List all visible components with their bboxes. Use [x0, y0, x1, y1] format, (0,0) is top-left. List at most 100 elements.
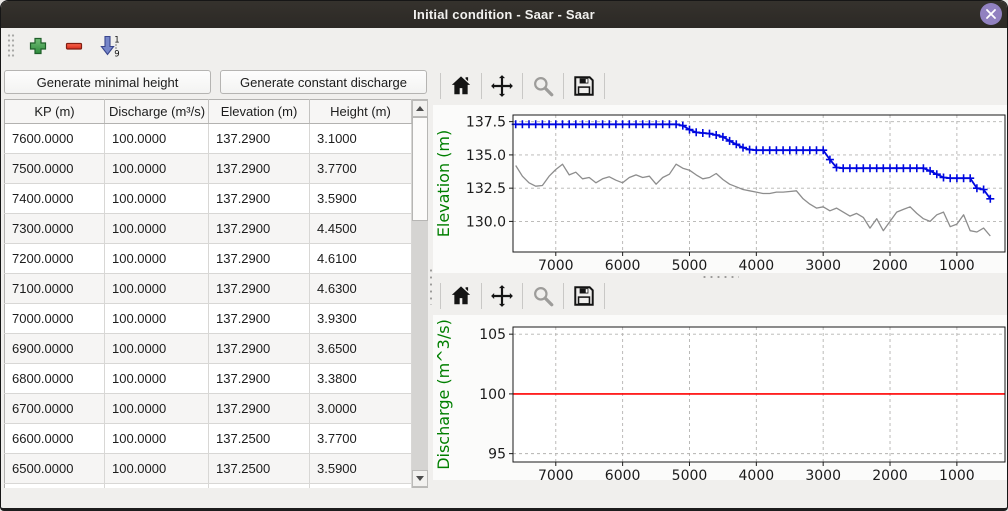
table-cell[interactable]: 137.2900: [208, 243, 310, 274]
scrollbar-thumb[interactable]: [412, 117, 428, 221]
table-cell[interactable]: 7300.0000: [4, 213, 105, 244]
table-cell[interactable]: 3.3800: [309, 363, 412, 394]
table-cell[interactable]: 7600.0000: [4, 123, 105, 154]
home-button[interactable]: [446, 71, 476, 101]
svg-text:Discharge (m^3/s): Discharge (m^3/s): [434, 319, 453, 470]
separator: [563, 283, 564, 309]
table-cell[interactable]: 100.0000: [104, 303, 209, 334]
table-cell[interactable]: 6500.0000: [4, 453, 105, 484]
table-row: 6800.0000 100.0000 137.2900 3.3800: [4, 363, 412, 394]
table-cell[interactable]: 3.5900: [309, 453, 412, 484]
table-cell[interactable]: 100.0000: [104, 333, 209, 364]
table-cell[interactable]: 4.6300: [309, 273, 412, 304]
table-cell[interactable]: 100.0000: [104, 273, 209, 304]
scroll-up-button[interactable]: [412, 100, 428, 117]
table-cell[interactable]: 137.2900: [208, 213, 310, 244]
remove-row-button[interactable]: [59, 31, 89, 61]
separator: [604, 73, 605, 99]
scroll-down-button[interactable]: [412, 470, 428, 487]
titlebar[interactable]: Initial condition - Saar - Saar: [1, 1, 1007, 28]
column-header[interactable]: Height (m): [309, 99, 412, 124]
table-row: 6500.0000 100.0000 137.2500 3.5900: [4, 453, 412, 484]
table-cell[interactable]: 7100.0000: [4, 273, 105, 304]
home-button[interactable]: [446, 281, 476, 311]
pan-icon: [491, 75, 513, 97]
sort-rows-button[interactable]: 1 9: [95, 31, 125, 61]
table-cell[interactable]: 3.6500: [309, 333, 412, 364]
table-cell[interactable]: [4, 483, 105, 488]
table-cell[interactable]: 137.2900: [208, 363, 310, 394]
table-cell[interactable]: 3.9300: [309, 303, 412, 334]
table-cell[interactable]: 137.2900: [208, 153, 310, 184]
scrollbar-track[interactable]: [412, 117, 428, 470]
table-row: 7500.0000 100.0000 137.2900 3.7700: [4, 153, 412, 184]
save-button[interactable]: [569, 281, 599, 311]
table-cell[interactable]: 100.0000: [104, 423, 209, 454]
table-cell[interactable]: 6800.0000: [4, 363, 105, 394]
main-toolbar: 1 9: [1, 28, 1007, 64]
add-row-button[interactable]: [23, 31, 53, 61]
table-cell[interactable]: 7000.0000: [4, 303, 105, 334]
table-cell[interactable]: 100.0000: [104, 213, 209, 244]
chart-splitter[interactable]: [433, 273, 1007, 281]
table-cell[interactable]: 100.0000: [104, 453, 209, 484]
table-cell[interactable]: [104, 483, 209, 488]
close-button[interactable]: [980, 3, 1002, 25]
table-cell[interactable]: [309, 483, 412, 488]
table-cell[interactable]: 7200.0000: [4, 243, 105, 274]
table-cell[interactable]: 100.0000: [104, 243, 209, 274]
table-cell[interactable]: 100.0000: [104, 363, 209, 394]
zoom-button[interactable]: [528, 71, 558, 101]
table-cell[interactable]: 7500.0000: [4, 153, 105, 184]
table-cell[interactable]: 137.2500: [208, 453, 310, 484]
save-button[interactable]: [569, 71, 599, 101]
table-cell[interactable]: 3.7700: [309, 423, 412, 454]
table-row: 7100.0000 100.0000 137.2900 4.6300: [4, 273, 412, 304]
table-cell[interactable]: 137.2900: [208, 273, 310, 304]
table-cell[interactable]: 6900.0000: [4, 333, 105, 364]
table-scrollbar[interactable]: [412, 99, 428, 488]
zoom-button[interactable]: [528, 281, 558, 311]
table-cell[interactable]: 100.0000: [104, 183, 209, 214]
save-icon: [574, 76, 594, 96]
column-header[interactable]: Elevation (m): [208, 99, 310, 124]
table-cell[interactable]: 100.0000: [104, 123, 209, 154]
table-cell[interactable]: 137.2900: [208, 303, 310, 334]
table-cell[interactable]: 3.0000: [309, 393, 412, 424]
svg-text:95: 95: [488, 447, 506, 463]
column-header[interactable]: KP (m): [4, 99, 105, 124]
table-cell[interactable]: 4.6100: [309, 243, 412, 274]
pan-button[interactable]: [487, 71, 517, 101]
table-cell[interactable]: [208, 483, 310, 488]
table-cell[interactable]: 6700.0000: [4, 393, 105, 424]
separator: [522, 73, 523, 99]
generate-constant-discharge-button[interactable]: Generate constant discharge: [220, 70, 427, 94]
table-cell[interactable]: 137.2900: [208, 183, 310, 214]
window-title: Initial condition - Saar - Saar: [413, 7, 595, 22]
svg-text:5000: 5000: [672, 468, 708, 480]
elevation-chart[interactable]: 7000 6000 5000 4000 3000 2000 1000 137.5 135.0 13…: [433, 105, 1007, 273]
generate-minimal-height-button[interactable]: Generate minimal height: [4, 70, 211, 94]
table-cell[interactable]: 3.5900: [309, 183, 412, 214]
elevation-nav-toolbar: [435, 71, 1007, 101]
table-cell[interactable]: 137.2900: [208, 333, 310, 364]
svg-text:7000: 7000: [538, 258, 574, 273]
discharge-chart[interactable]: 7000 6000 5000 4000 3000 2000 1000 105 100 95 Disc…: [433, 315, 1007, 480]
table-cell[interactable]: 137.2900: [208, 123, 310, 154]
toolbar-drag-handle[interactable]: [7, 33, 15, 59]
table-cell[interactable]: 7400.0000: [4, 183, 105, 214]
table-cell[interactable]: 137.2900: [208, 393, 310, 424]
svg-text:105: 105: [479, 327, 506, 343]
discharge-nav-toolbar: [435, 281, 1007, 311]
table-cell[interactable]: 6600.0000: [4, 423, 105, 454]
table-cell[interactable]: 4.4500: [309, 213, 412, 244]
remove-icon: [65, 42, 83, 50]
table-cell[interactable]: 100.0000: [104, 393, 209, 424]
column-header[interactable]: Discharge (m³/s): [104, 99, 209, 124]
table-cell[interactable]: 100.0000: [104, 153, 209, 184]
table-cell[interactable]: 137.2500: [208, 423, 310, 454]
panel-splitter[interactable]: [428, 64, 433, 508]
pan-button[interactable]: [487, 281, 517, 311]
table-cell[interactable]: 3.1000: [309, 123, 412, 154]
table-cell[interactable]: 3.7700: [309, 153, 412, 184]
